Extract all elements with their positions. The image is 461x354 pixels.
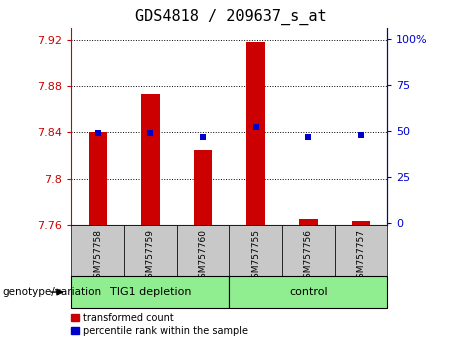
- Bar: [71, 225, 124, 276]
- Point: [305, 134, 312, 139]
- Point: [199, 134, 207, 139]
- Bar: [299, 219, 318, 225]
- Bar: [335, 225, 387, 276]
- Bar: [89, 132, 107, 225]
- Text: GSM757757: GSM757757: [356, 229, 366, 284]
- Text: control: control: [289, 287, 328, 297]
- Point: [357, 132, 365, 138]
- Text: GSM757758: GSM757758: [93, 229, 102, 284]
- Legend: transformed count, percentile rank within the sample: transformed count, percentile rank withi…: [71, 313, 248, 336]
- Bar: [124, 225, 177, 276]
- Bar: [71, 276, 229, 308]
- Text: GSM757759: GSM757759: [146, 229, 155, 284]
- Bar: [229, 276, 387, 308]
- Point: [147, 130, 154, 136]
- Point: [252, 125, 260, 130]
- Point: [94, 130, 101, 136]
- Bar: [141, 94, 160, 225]
- Bar: [229, 225, 282, 276]
- Bar: [282, 225, 335, 276]
- Bar: [247, 42, 265, 225]
- Text: GDS4818 / 209637_s_at: GDS4818 / 209637_s_at: [135, 9, 326, 25]
- Bar: [177, 225, 229, 276]
- Text: GSM757756: GSM757756: [304, 229, 313, 284]
- Bar: [194, 150, 212, 225]
- Text: TIG1 depletion: TIG1 depletion: [110, 287, 191, 297]
- Bar: [352, 221, 370, 225]
- Text: GSM757755: GSM757755: [251, 229, 260, 284]
- Text: GSM757760: GSM757760: [199, 229, 207, 284]
- Text: genotype/variation: genotype/variation: [2, 287, 101, 297]
